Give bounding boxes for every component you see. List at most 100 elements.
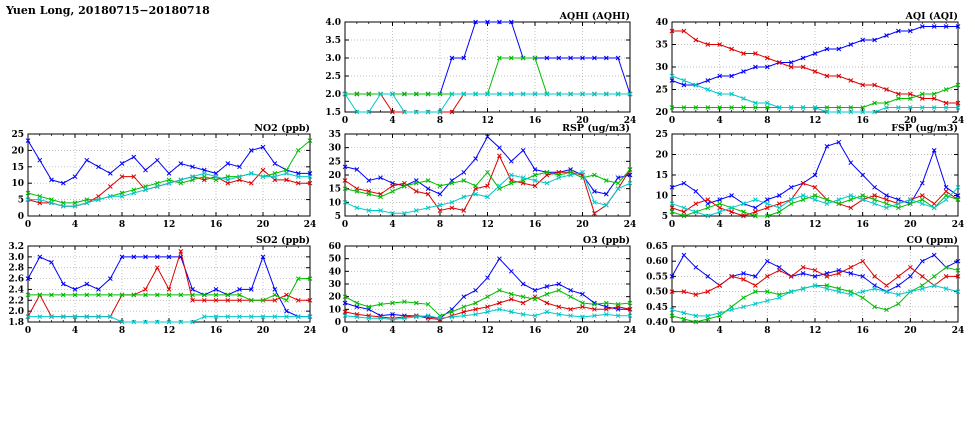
series-markers-red <box>25 249 313 319</box>
x-tick-label: 4 <box>717 220 723 230</box>
y-tick-label: 0.65 <box>646 242 668 252</box>
x-tick-label: 0 <box>25 326 31 336</box>
y-tick-label: 30 <box>328 144 341 154</box>
y-tick-label: 30 <box>328 280 341 290</box>
y-tick-label: 0 <box>18 212 24 222</box>
y-tick-label: 15 <box>655 171 668 181</box>
series-markers-cyan <box>669 73 961 115</box>
x-tick-label: 12 <box>481 220 494 230</box>
chart-aqhi: 0 4 8 12 16 20 24 1.5 2.0 2.5 3.0 3.5 4.0 AQHI (AQHI) <box>325 11 636 126</box>
chart-rsp: 0 4 8 12 16 20 24 5 10 15 20 25 30 35 RSP (ug/m3) <box>328 123 636 230</box>
y-tick-label: 10 <box>328 305 341 315</box>
x-tick-label: 0 <box>342 116 348 126</box>
x-tick-label: 0 <box>669 220 675 230</box>
x-tick-label: 24 <box>952 220 965 230</box>
y-tick-label: 2.6 <box>8 275 24 285</box>
x-tick-label: 12 <box>809 220 822 230</box>
x-tick-label: 12 <box>481 326 494 336</box>
y-tick-label: 50 <box>328 255 341 265</box>
chart-title-aqhi: AQHI (AQHI) <box>559 11 630 22</box>
x-tick-label: 20 <box>576 116 589 126</box>
x-tick-label: 4 <box>717 326 723 336</box>
x-tick-label: 20 <box>904 326 917 336</box>
series-markers-cyan <box>25 171 313 209</box>
chart-title-co: CO (ppm) <box>907 235 958 246</box>
y-tick-label: 20 <box>328 293 341 303</box>
y-tick-label: 25 <box>328 157 341 167</box>
y-tick-label: 20 <box>328 171 341 181</box>
chart-title-fsp: FSP (ug/m3) <box>891 123 958 134</box>
series-markers-green <box>342 287 633 319</box>
y-tick-label: 20 <box>655 108 668 118</box>
chart-no2: 0 4 8 12 16 20 24 0 5 10 15 20 25 NO2 (ppb) <box>11 123 316 230</box>
y-tick-label: 10 <box>655 192 668 202</box>
x-tick-label: 24 <box>624 220 637 230</box>
y-tick-label: 35 <box>328 130 341 140</box>
x-tick-label: 4 <box>72 220 78 230</box>
y-tick-label: 2.0 <box>8 307 24 317</box>
y-tick-label: 5 <box>18 196 24 206</box>
x-tick-label: 16 <box>856 116 869 126</box>
x-tick-label: 16 <box>529 326 542 336</box>
y-tick-label: 2.8 <box>8 264 24 274</box>
x-tick-label: 4 <box>389 326 395 336</box>
y-tick-label: 5 <box>335 212 341 222</box>
y-tick-label: 2.5 <box>325 72 341 82</box>
x-tick-label: 8 <box>437 326 443 336</box>
y-tick-label: 3.2 <box>8 242 24 252</box>
chart-aqi: 0 4 8 12 16 20 24 20 25 30 35 40 AQI (AQI) <box>655 11 964 126</box>
y-tick-label: 35 <box>655 41 668 51</box>
series-markers-red <box>669 28 961 106</box>
y-tick-label: 0.45 <box>646 303 668 313</box>
x-tick-label: 16 <box>210 326 223 336</box>
x-tick-label: 24 <box>304 220 317 230</box>
x-tick-label: 8 <box>119 326 125 336</box>
y-tick-label: 15 <box>328 185 341 195</box>
y-tick-label: 0.50 <box>646 288 668 298</box>
y-tick-label: 20 <box>655 151 668 161</box>
series-markers-cyan <box>669 283 961 319</box>
x-tick-label: 20 <box>904 220 917 230</box>
x-tick-label: 8 <box>437 116 443 126</box>
y-tick-label: 0.40 <box>646 318 668 328</box>
y-tick-label: 15 <box>11 163 24 173</box>
x-tick-label: 16 <box>529 220 542 230</box>
y-tick-label: 1.5 <box>325 108 341 118</box>
y-tick-label: 20 <box>11 146 24 156</box>
x-tick-label: 0 <box>669 326 675 336</box>
series-markers-cyan <box>669 184 961 219</box>
x-tick-label: 8 <box>119 220 125 230</box>
x-tick-label: 12 <box>809 326 822 336</box>
chart-title-aqi: AQI (AQI) <box>905 11 958 22</box>
x-tick-label: 8 <box>764 116 770 126</box>
y-tick-label: 4.0 <box>325 18 341 28</box>
series-line-blue <box>27 255 310 318</box>
x-tick-label: 8 <box>437 220 443 230</box>
series-markers-cyan <box>342 169 633 216</box>
x-tick-label: 20 <box>904 116 917 126</box>
page-title: Yuen Long, 20180715−20180718 <box>6 4 210 17</box>
series-markers-cyan <box>342 306 633 322</box>
y-tick-label: 3.0 <box>8 253 24 263</box>
y-tick-label: 25 <box>655 86 668 96</box>
x-tick-label: 24 <box>304 326 317 336</box>
chart-co: 0 4 8 12 16 20 24 0.40 0.45 0.50 0.55 0.60 0.65 CO (p… <box>646 235 964 336</box>
x-tick-label: 0 <box>669 116 675 126</box>
x-tick-label: 16 <box>856 326 869 336</box>
x-tick-label: 4 <box>72 326 78 336</box>
series-line-cyan <box>28 172 310 207</box>
x-tick-label: 16 <box>856 220 869 230</box>
y-tick-label: 40 <box>655 18 668 28</box>
x-tick-label: 0 <box>25 220 31 230</box>
y-tick-label: 2.2 <box>8 296 24 306</box>
plot-border <box>671 245 959 323</box>
x-tick-label: 4 <box>389 220 395 230</box>
y-tick-label: 25 <box>655 130 668 140</box>
y-tick-label: 10 <box>11 179 24 189</box>
chart-o3: 0 4 8 12 16 20 24 0 10 20 30 40 50 60 O3 (ppb) <box>328 235 636 336</box>
x-tick-label: 24 <box>624 116 637 126</box>
x-tick-label: 20 <box>576 220 589 230</box>
x-tick-label: 24 <box>624 326 637 336</box>
series-markers-red <box>342 294 633 322</box>
x-tick-label: 20 <box>257 220 270 230</box>
